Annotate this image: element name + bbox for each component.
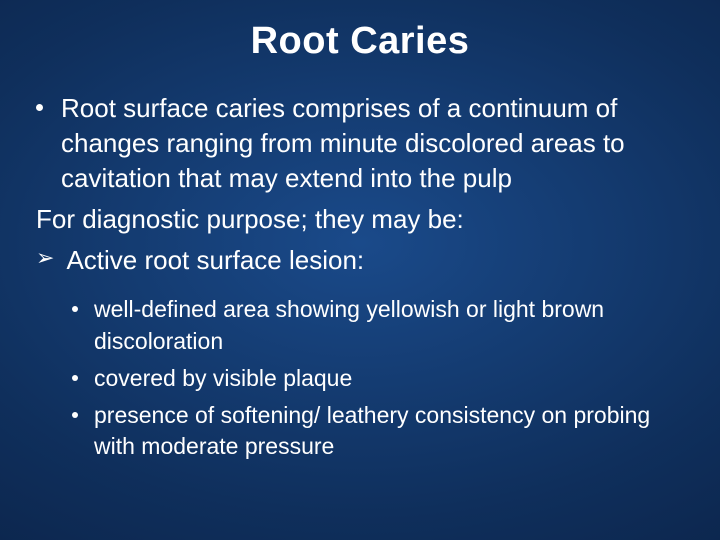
arrow-bullet-text: Active root surface lesion: [66, 243, 364, 278]
noindent-line: For diagnostic purpose; they may be: [36, 202, 684, 237]
sub-bullet-item: presence of softening/ leathery consiste… [72, 400, 684, 462]
sub-bullet-item: covered by visible plaque [72, 363, 684, 394]
bullet-dot-icon [36, 104, 43, 111]
arrow-bullet-item: ➢ Active root surface lesion: [36, 243, 684, 278]
bullet-dot-icon [72, 412, 78, 418]
slide-title: Root Caries [36, 20, 684, 63]
sub-bullet-text: well-defined area showing yellowish or l… [94, 294, 684, 356]
main-bullet-item: Root surface caries comprises of a conti… [36, 91, 684, 196]
main-bullet-text: Root surface caries comprises of a conti… [61, 91, 684, 196]
sub-bullet-text: covered by visible plaque [94, 363, 352, 394]
bullet-dot-icon [72, 375, 78, 381]
sub-bullet-text: presence of softening/ leathery consiste… [94, 400, 684, 462]
bullet-dot-icon [72, 306, 78, 312]
arrow-icon: ➢ [36, 243, 54, 278]
sub-bullet-item: well-defined area showing yellowish or l… [72, 294, 684, 356]
